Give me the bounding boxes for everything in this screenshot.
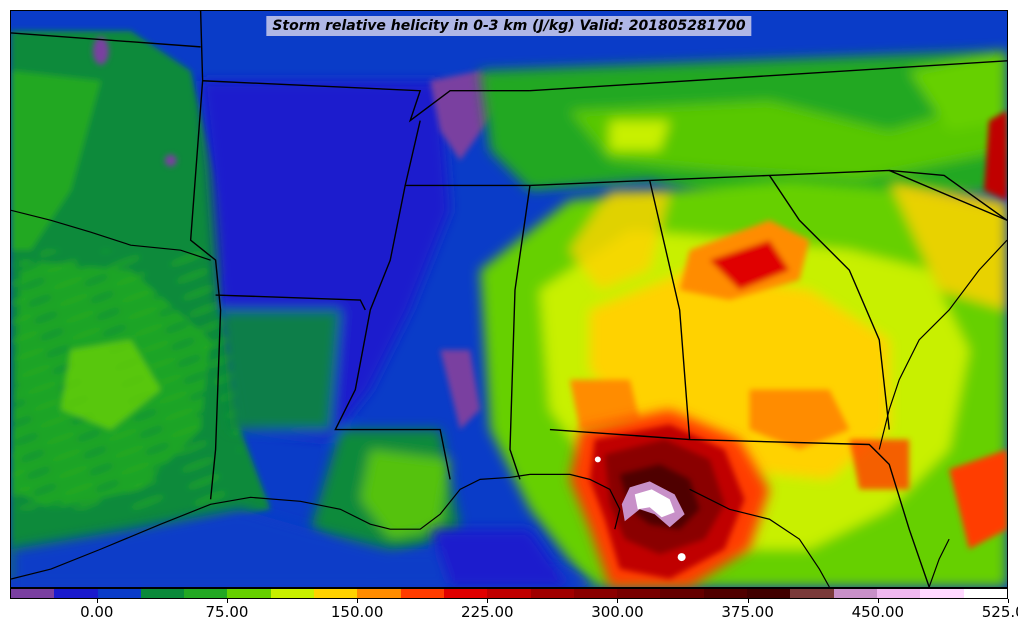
colorbar-tick-label: 0.00 bbox=[80, 603, 114, 621]
colorbar-segment bbox=[876, 589, 921, 598]
field-storm-core bbox=[569, 409, 770, 587]
field-west-green bbox=[11, 30, 271, 580]
colorbar-segment bbox=[443, 589, 488, 598]
colorbar-segment bbox=[617, 589, 661, 598]
colorbar-segment bbox=[357, 589, 401, 598]
colorbar bbox=[10, 588, 1008, 599]
colorbar-segment bbox=[747, 589, 791, 598]
map-title: Storm relative helicity in 0-3 km (J/kg)… bbox=[266, 16, 752, 36]
colorbar-tick-label: 300.00 bbox=[591, 603, 644, 621]
state-boundaries bbox=[11, 11, 1007, 587]
colorbar-segment bbox=[790, 589, 834, 598]
colorbar-tick bbox=[1008, 599, 1009, 603]
colorbar-tick-label: 450.00 bbox=[851, 603, 905, 621]
colorbar-segment bbox=[227, 589, 271, 598]
colorbar-tick-label: 75.00 bbox=[205, 603, 249, 621]
colorbar-segment bbox=[184, 589, 228, 598]
field-gulf-blue bbox=[11, 509, 600, 587]
colorbar-segment bbox=[573, 589, 618, 598]
field-red-pockets bbox=[569, 110, 1007, 550]
map-panel: Storm relative helicity in 0-3 km (J/kg)… bbox=[10, 10, 1008, 588]
coastlines bbox=[11, 209, 1007, 587]
colorbar-segment bbox=[11, 589, 55, 598]
colorbar-segment bbox=[963, 589, 1007, 598]
colorbar-tick-label: 150.00 bbox=[330, 603, 384, 621]
field-central-blue bbox=[200, 80, 461, 570]
colorbar-segment bbox=[97, 589, 141, 598]
colorbar-tick-label: 375.00 bbox=[721, 603, 774, 621]
colorbar-segment bbox=[530, 589, 574, 598]
colorbar-segment bbox=[920, 589, 964, 598]
colorbar-tick-label: 525.00 bbox=[981, 603, 1018, 621]
colorbar-segment bbox=[54, 589, 98, 598]
colorbar-segment bbox=[314, 589, 358, 598]
colorbar-segment bbox=[400, 589, 444, 598]
colorbar-segment bbox=[487, 589, 531, 598]
colorbar-tick bbox=[877, 599, 879, 603]
colorbar-segment bbox=[833, 589, 877, 598]
colorbar-segment bbox=[270, 589, 315, 598]
colorbar-tick bbox=[747, 599, 749, 603]
colorbar-segment bbox=[140, 589, 185, 598]
colorbar-tick-label: 225.00 bbox=[461, 603, 514, 621]
colorbar-tick bbox=[226, 599, 228, 603]
colorbar-tick bbox=[96, 599, 98, 603]
helicity-field bbox=[11, 11, 1007, 587]
colorbar-segment bbox=[703, 589, 748, 598]
colorbar-segment bbox=[660, 589, 704, 598]
colorbar-tick bbox=[487, 599, 489, 603]
colorbar-tick bbox=[617, 599, 619, 603]
colorbar-tick bbox=[357, 599, 359, 603]
